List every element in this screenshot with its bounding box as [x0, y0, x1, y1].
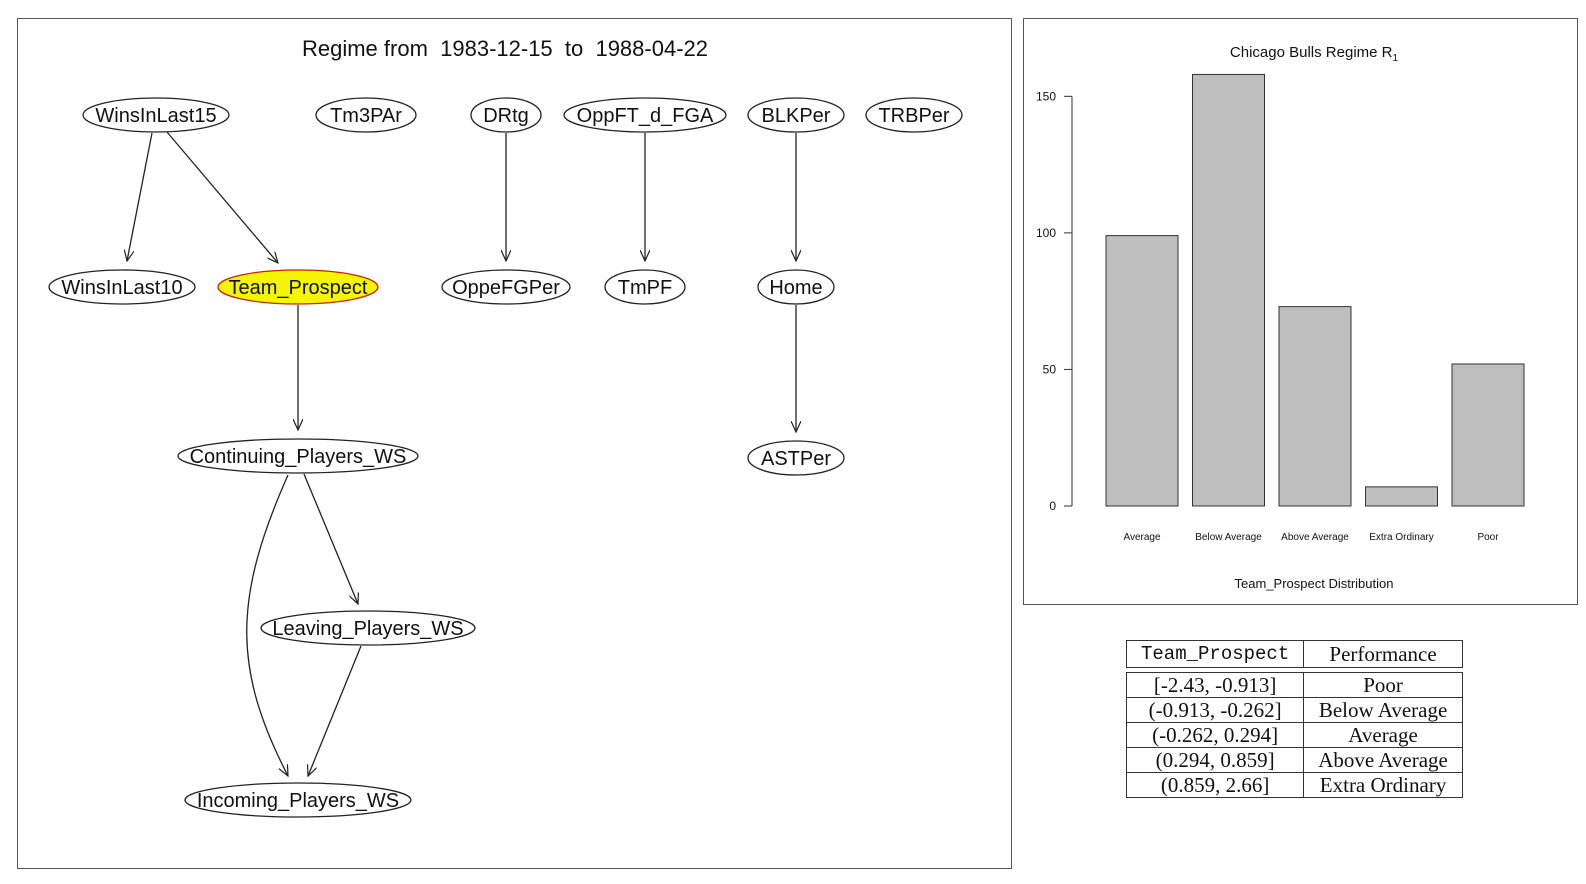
- node-WinsInLast15: WinsInLast15: [82, 97, 230, 133]
- bar-average: [1105, 235, 1179, 507]
- node-OppFT_d_FGA: OppFT_d_FGA: [563, 97, 727, 133]
- network-graph-panel: Regime from 1983-12-15 to 1988-04-22 Win…: [17, 18, 1012, 869]
- network-graph: Regime from 1983-12-15 to 1988-04-22 Win…: [48, 36, 963, 818]
- bar-extra-ordinary: [1365, 486, 1438, 507]
- table-header-performance: Performance: [1303, 640, 1463, 668]
- table-row: (0.294, 0.859] Above Average: [1125, 747, 1463, 773]
- node-ellipse: [865, 97, 963, 133]
- node-ellipse: [470, 97, 542, 133]
- interval-cell: (-0.913, -0.262]: [1125, 697, 1305, 723]
- node-ellipse: [604, 269, 686, 305]
- table-row: (-0.262, 0.294] Average: [1125, 722, 1463, 748]
- table-header-row: Team_Prospect Performance: [1125, 640, 1463, 668]
- x-tick-labels: Average Below Average Above Average Extra O…: [1123, 532, 1499, 543]
- y-tick-label: 150: [1036, 89, 1056, 103]
- node-TRBPer: TRBPer: [865, 97, 963, 133]
- chart-title-main: Chicago Bulls Regime R: [1230, 44, 1393, 61]
- table-header-team-prospect: Team_Prospect: [1125, 640, 1305, 668]
- interval-cell: (0.294, 0.859]: [1125, 747, 1305, 773]
- node-Leaving_Players_WS: Leaving_Players_WS: [260, 610, 476, 646]
- node-label: Continuing_Players_WS: [190, 446, 407, 468]
- bars-layer: [1105, 73, 1525, 507]
- node-ellipse: [757, 269, 835, 305]
- table-row: [-2.43, -0.913] Poor: [1125, 672, 1463, 698]
- chart-title-subscript: 1: [1393, 53, 1399, 64]
- x-tick-label: Below Average: [1195, 532, 1262, 543]
- node-label: Tm3PAr: [330, 105, 402, 127]
- edge-WinsInLast15-to-WinsInLast10: [127, 132, 153, 261]
- bar-chart-panel: Chicago Bulls Regime R1 0 50 100 150 Averag…: [1023, 18, 1578, 605]
- node-label: Incoming_Players_WS: [197, 790, 399, 812]
- y-tick-label: 50: [1043, 362, 1057, 376]
- node-label: Leaving_Players_WS: [272, 618, 463, 640]
- node-OppeFGPer: OppeFGPer: [441, 269, 571, 305]
- x-axis-label: Team_Prospect Distribution: [1235, 576, 1394, 591]
- interval-cell: (-0.262, 0.294]: [1125, 722, 1305, 748]
- node-ellipse: [563, 97, 727, 133]
- performance-cell: Extra Ordinary: [1303, 772, 1463, 798]
- node-WinsInLast10: WinsInLast10: [48, 269, 196, 305]
- bar-above-average: [1278, 306, 1352, 507]
- performance-cell: Above Average: [1303, 747, 1463, 773]
- interval-cell: (0.859, 2.66]: [1125, 772, 1305, 798]
- performance-cell: Poor: [1303, 672, 1463, 698]
- edge-Continuing_Players_WS-to-Incoming_Players_WS: [246, 474, 288, 776]
- bar-chart: Chicago Bulls Regime R1 0 50 100 150 Averag…: [1036, 44, 1525, 591]
- node-Team_Prospect: Team_Prospect: [217, 269, 379, 305]
- node-label: WinsInLast15: [95, 105, 216, 127]
- edge-Continuing_Players_WS-to-Leaving_Players_WS: [303, 473, 358, 604]
- interval-cell: [-2.43, -0.913]: [1125, 672, 1305, 698]
- y-tick-label: 100: [1036, 226, 1056, 240]
- node-DRtg: DRtg: [470, 97, 542, 133]
- node-Tm3PAr: Tm3PAr: [315, 97, 417, 133]
- node-label: TRBPer: [878, 105, 949, 127]
- node-label: ASTPer: [761, 448, 831, 470]
- y-axis: 0 50 100 150: [1036, 89, 1073, 513]
- edge-WinsInLast15-to-Team_Prospect: [166, 131, 278, 263]
- node-Incoming_Players_WS: Incoming_Players_WS: [184, 782, 412, 818]
- edges-layer: [127, 131, 796, 776]
- table-row: (-0.913, -0.262] Below Average: [1125, 697, 1463, 723]
- node-label: DRtg: [483, 105, 529, 127]
- node-ellipse: [260, 610, 476, 646]
- node-ellipse: [48, 269, 196, 305]
- node-TmPF: TmPF: [604, 269, 686, 305]
- graph-title: Regime from 1983-12-15 to 1988-04-22: [302, 36, 708, 61]
- edge-Leaving_Players_WS-to-Incoming_Players_WS: [308, 645, 362, 776]
- performance-cell: Average: [1303, 722, 1463, 748]
- table-row: (0.859, 2.66] Extra Ordinary: [1125, 772, 1463, 798]
- node-ellipse: [82, 97, 230, 133]
- node-ellipse: [217, 269, 379, 305]
- node-ASTPer: ASTPer: [747, 440, 845, 476]
- x-tick-label: Poor: [1477, 532, 1499, 543]
- node-ellipse: [315, 97, 417, 133]
- node-label: OppFT_d_FGA: [577, 105, 714, 127]
- node-ellipse: [177, 438, 419, 474]
- node-BLKPer: BLKPer: [747, 97, 845, 133]
- node-ellipse: [184, 782, 412, 818]
- bar-below-average: [1192, 73, 1265, 507]
- x-tick-label: Extra Ordinary: [1369, 532, 1433, 543]
- node-label: BLKPer: [762, 105, 831, 127]
- node-label: TmPF: [618, 277, 672, 299]
- node-label: Home: [769, 277, 822, 299]
- node-Continuing_Players_WS: Continuing_Players_WS: [177, 438, 419, 474]
- node-label: WinsInLast10: [61, 277, 182, 299]
- node-ellipse: [747, 97, 845, 133]
- x-tick-label: Above Average: [1281, 532, 1349, 543]
- nodes-layer: WinsInLast15 Tm3PAr DRtg OppFT_d_FGA BLKPer T…: [48, 97, 963, 818]
- x-tick-label: Average: [1123, 532, 1161, 543]
- bin-legend-table: Team_Prospect Performance [-2.43, -0.913…: [1125, 640, 1463, 798]
- node-Home: Home: [757, 269, 835, 305]
- bar-poor: [1451, 363, 1525, 507]
- y-tick-label: 0: [1049, 499, 1056, 513]
- chart-title: Chicago Bulls Regime R1: [1230, 44, 1399, 64]
- node-ellipse: [747, 440, 845, 476]
- node-ellipse: [441, 269, 571, 305]
- node-label: OppeFGPer: [452, 277, 560, 299]
- performance-cell: Below Average: [1303, 697, 1463, 723]
- node-label: Team_Prospect: [229, 277, 368, 299]
